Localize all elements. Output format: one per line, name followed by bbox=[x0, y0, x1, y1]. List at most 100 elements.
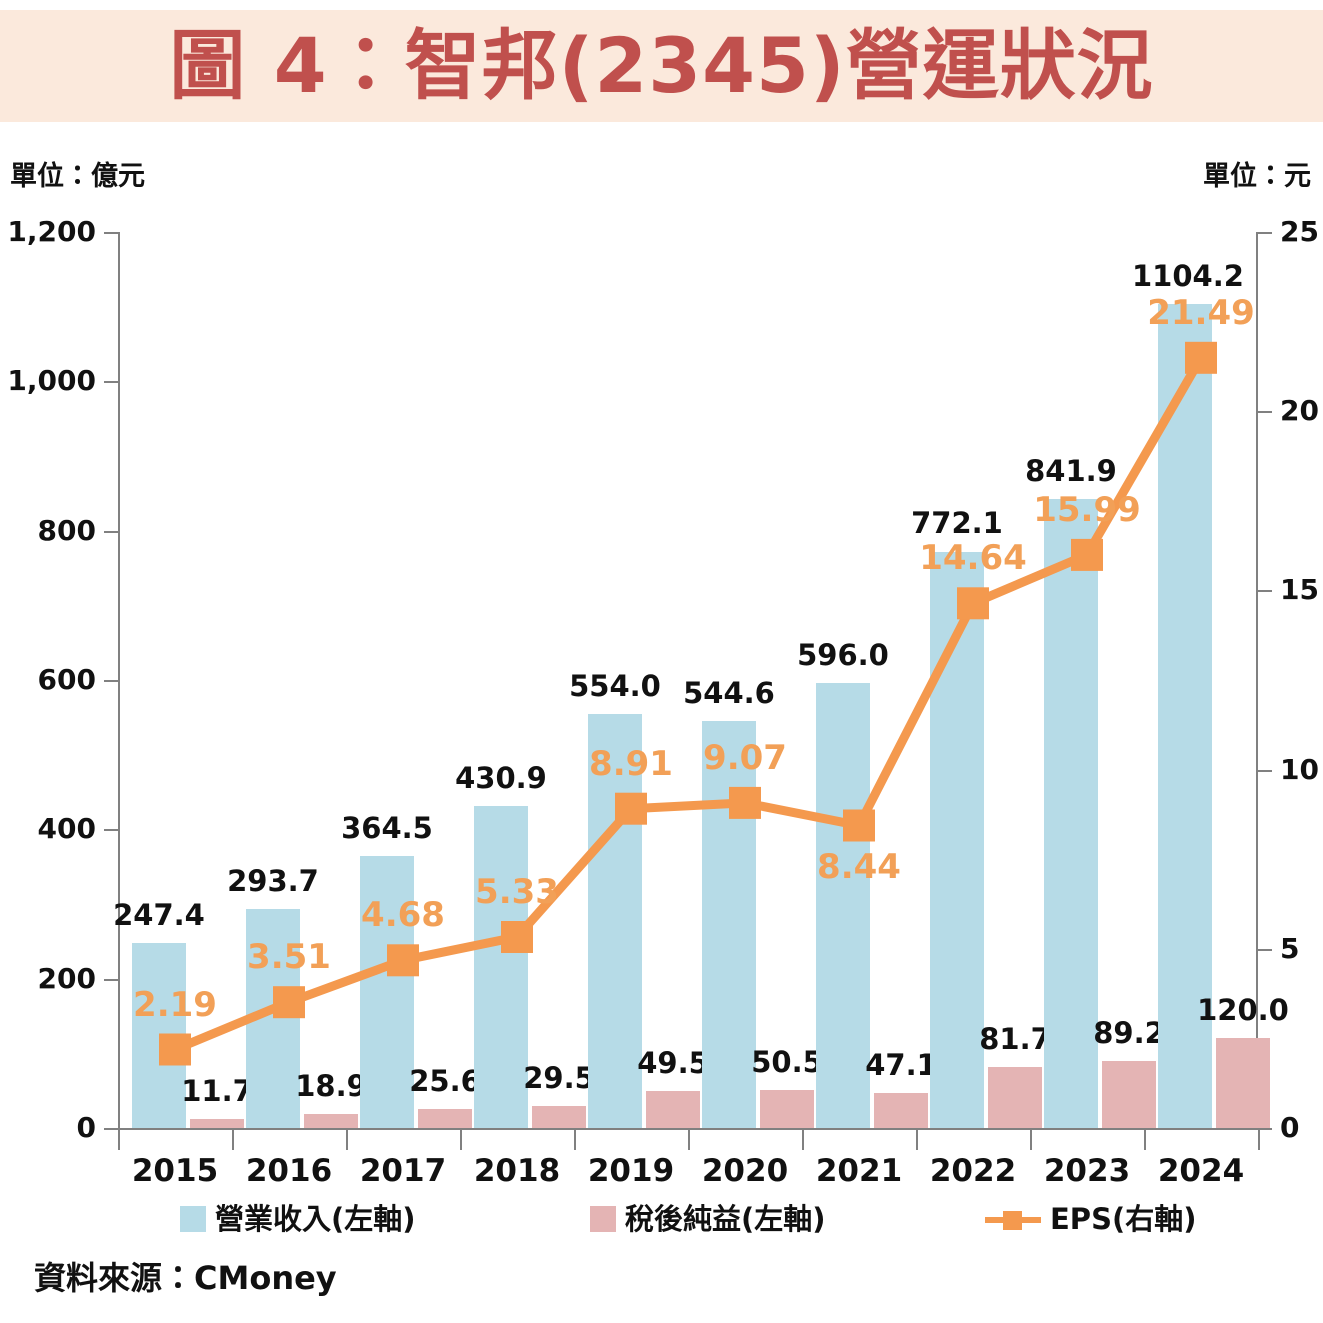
legend-label: 稅後純益(左軸) bbox=[625, 1201, 826, 1236]
legend-label: EPS(右軸) bbox=[1050, 1201, 1197, 1236]
net-income-value-label: 18.9 bbox=[295, 1068, 367, 1103]
net-income-bar[interactable] bbox=[418, 1108, 472, 1128]
left-axis-tick bbox=[104, 381, 118, 384]
left-axis-tick bbox=[104, 232, 118, 234]
net-income-value-label: 47.1 bbox=[865, 1047, 937, 1082]
x-axis-tick bbox=[916, 1128, 918, 1150]
revenue-value-label: 554.0 bbox=[569, 669, 661, 704]
left-axis-tick-label: 800 bbox=[37, 513, 96, 547]
x-axis-tick bbox=[688, 1128, 690, 1150]
bar-group: 430.9 29.5 bbox=[455, 232, 595, 1130]
eps-value-label: 21.49 bbox=[1147, 292, 1255, 333]
net-income-bar[interactable] bbox=[190, 1119, 244, 1128]
net-income-bar[interactable] bbox=[988, 1067, 1042, 1128]
left-axis-tick-label: 1,200 bbox=[7, 215, 96, 248]
x-axis-tick bbox=[1144, 1128, 1146, 1150]
legend-item[interactable]: 稅後純益(左軸) bbox=[590, 1197, 826, 1241]
plot-area: 0 200 400 600 800 1,000 1,200 0 5 10 15 20 25 247.4… bbox=[7, 218, 1319, 1187]
net-income-bar[interactable] bbox=[1216, 1038, 1270, 1128]
revenue-value-label: 247.4 bbox=[113, 898, 205, 933]
right-axis-unit-label: 單位：元 bbox=[1203, 161, 1311, 192]
revenue-value-label: 293.7 bbox=[227, 863, 319, 898]
left-axis-tick-label: 0 bbox=[76, 1111, 96, 1144]
right-axis-tick bbox=[1258, 411, 1272, 414]
bar-group: 364.5 25.6 bbox=[341, 232, 481, 1130]
left-axis-tick-label: 400 bbox=[37, 812, 96, 846]
net-income-bar[interactable] bbox=[760, 1090, 814, 1128]
eps-value-label: 8.91 bbox=[589, 743, 673, 784]
x-axis-label: 2020 bbox=[701, 1153, 789, 1189]
revenue-value-label: 430.9 bbox=[455, 761, 547, 796]
left-axis-tick bbox=[104, 829, 118, 832]
right-axis-tick bbox=[1258, 232, 1272, 234]
left-axis-tick bbox=[104, 530, 118, 533]
net-income-bar[interactable] bbox=[646, 1091, 700, 1128]
left-axis-line bbox=[118, 232, 120, 1130]
right-axis-tick bbox=[1258, 1128, 1272, 1130]
x-axis-label: 2017 bbox=[359, 1153, 447, 1189]
eps-value-label: 8.44 bbox=[817, 846, 901, 887]
right-axis-tick bbox=[1258, 590, 1272, 593]
x-axis-label: 2019 bbox=[587, 1153, 675, 1189]
x-axis-tick bbox=[574, 1128, 576, 1150]
net-income-bar[interactable] bbox=[1102, 1061, 1156, 1128]
eps-value-label: 9.07 bbox=[703, 737, 787, 778]
right-axis-tick-label: 0 bbox=[1280, 1111, 1300, 1144]
net-income-value-label: 120.0 bbox=[1197, 993, 1289, 1028]
bar-group: 1104.2 120.0 bbox=[1132, 232, 1289, 1130]
net-income-bar[interactable] bbox=[304, 1113, 358, 1128]
eps-value-label: 14.64 bbox=[919, 538, 1027, 579]
right-axis-tick-label: 25 bbox=[1280, 215, 1319, 248]
left-axis-unit-label: 單位：億元 bbox=[10, 161, 145, 192]
x-axis-tick bbox=[118, 1128, 120, 1150]
eps-value-label: 4.68 bbox=[361, 895, 445, 936]
legend-line-marker-icon bbox=[985, 1206, 1041, 1232]
legend-swatch-icon bbox=[180, 1206, 206, 1232]
x-axis-tick bbox=[232, 1128, 234, 1150]
net-income-value-label: 29.5 bbox=[523, 1060, 595, 1095]
revenue-value-label: 596.0 bbox=[797, 637, 889, 672]
x-axis-tick bbox=[1258, 1128, 1260, 1150]
right-axis-line bbox=[1256, 232, 1258, 1130]
x-axis-label: 2023 bbox=[1043, 1153, 1131, 1189]
revenue-value-label: 544.6 bbox=[683, 676, 775, 711]
right-axis-tick-label: 5 bbox=[1280, 931, 1300, 965]
eps-value-label: 15.99 bbox=[1033, 489, 1141, 530]
left-axis-tick bbox=[104, 1128, 118, 1130]
x-axis-tick bbox=[1030, 1128, 1032, 1150]
x-axis-tick bbox=[346, 1128, 348, 1150]
x-axis-label: 2016 bbox=[245, 1153, 333, 1189]
eps-value-label: 2.19 bbox=[133, 984, 217, 1025]
left-axis-tick-label: 1,000 bbox=[7, 364, 96, 398]
x-axis-label: 2018 bbox=[473, 1153, 561, 1189]
x-axis-label: 2021 bbox=[815, 1153, 903, 1189]
right-axis-tick-label: 20 bbox=[1280, 394, 1319, 428]
legend-label: 營業收入(左軸) bbox=[215, 1201, 416, 1236]
bar-group: 554.0 49.5 bbox=[569, 232, 709, 1130]
left-axis-tick-label: 200 bbox=[37, 961, 96, 995]
left-axis-tick bbox=[104, 680, 118, 682]
x-axis-tick bbox=[460, 1128, 462, 1150]
right-axis-tick-label: 10 bbox=[1280, 752, 1319, 786]
net-income-bar[interactable] bbox=[874, 1092, 928, 1128]
legend-item[interactable]: EPS(右軸) bbox=[985, 1197, 1196, 1241]
legend-item[interactable]: 營業收入(左軸) bbox=[180, 1197, 416, 1241]
revenue-value-label: 772.1 bbox=[911, 506, 1003, 541]
x-axis-label: 2015 bbox=[131, 1153, 219, 1189]
right-axis-tick bbox=[1258, 948, 1272, 951]
x-axis-tick bbox=[802, 1128, 804, 1150]
right-axis-tick-label: 15 bbox=[1280, 573, 1319, 607]
net-income-bar[interactable] bbox=[532, 1105, 586, 1128]
x-axis-label: 2024 bbox=[1157, 1153, 1245, 1189]
eps-value-label: 5.33 bbox=[475, 871, 559, 912]
net-income-value-label: 11.7 bbox=[181, 1074, 253, 1109]
chart-legend: 營業收入(左軸) 稅後純益(左軸) EPS(右軸) bbox=[0, 1197, 1323, 1245]
title-banner: 圖 4：智邦(2345)營運狀況 bbox=[0, 10, 1323, 122]
bar-group: 596.0 47.1 bbox=[797, 232, 937, 1130]
source-note: 資料來源：CMoney bbox=[34, 1259, 337, 1297]
left-axis-tick bbox=[104, 978, 118, 981]
bar-group: 772.1 81.7 bbox=[911, 232, 1051, 1130]
revenue-value-label: 364.5 bbox=[341, 810, 433, 845]
revenue-value-label: 841.9 bbox=[1025, 454, 1117, 489]
